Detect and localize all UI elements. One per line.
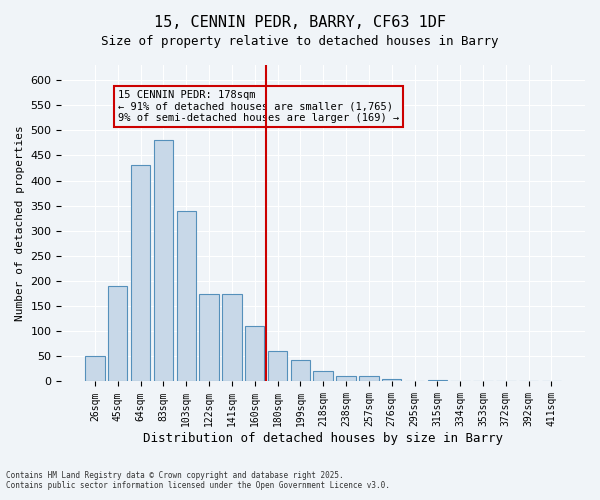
Bar (245, 326, 265, 382)
Bar (268, 352, 287, 382)
Text: Contains HM Land Registry data © Crown copyright and database right 2025.
Contai: Contains HM Land Registry data © Crown c… (6, 470, 390, 490)
Bar (85, 356, 104, 382)
Bar (131, 166, 150, 382)
Bar (222, 294, 242, 382)
Text: 15, CENNIN PEDR, BARRY, CF63 1DF: 15, CENNIN PEDR, BARRY, CF63 1DF (154, 15, 446, 30)
Bar (313, 372, 333, 382)
Bar (359, 376, 379, 382)
Bar (337, 376, 356, 382)
Y-axis label: Number of detached properties: Number of detached properties (15, 126, 25, 321)
Text: 15 CENNIN PEDR: 178sqm
← 91% of detached houses are smaller (1,765)
9% of semi-d: 15 CENNIN PEDR: 178sqm ← 91% of detached… (118, 90, 399, 124)
Bar (176, 210, 196, 382)
Bar (108, 286, 127, 382)
Bar (428, 380, 447, 382)
Text: Size of property relative to detached houses in Barry: Size of property relative to detached ho… (101, 35, 499, 48)
X-axis label: Distribution of detached houses by size in Barry: Distribution of detached houses by size … (143, 432, 503, 445)
Bar (154, 140, 173, 382)
Bar (382, 379, 401, 382)
Bar (199, 294, 219, 382)
Bar (290, 360, 310, 382)
